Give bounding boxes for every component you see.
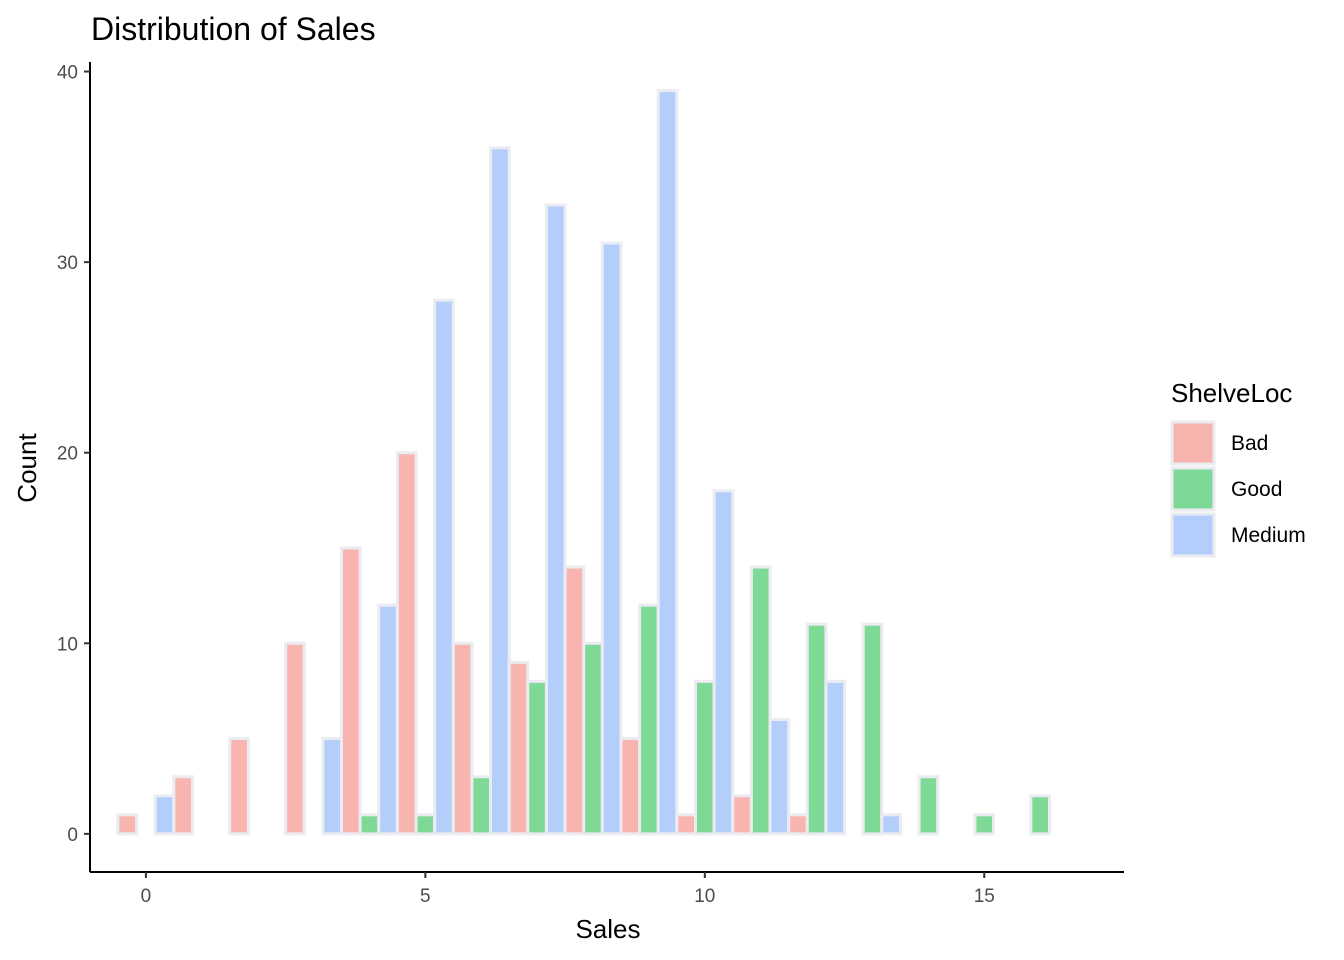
bar-good-9 xyxy=(638,603,660,836)
bars-group xyxy=(116,89,1051,836)
legend-key-good xyxy=(1170,466,1216,512)
bar-bad-10 xyxy=(675,813,697,836)
bar-good-16 xyxy=(1029,794,1051,836)
bar-good-6 xyxy=(470,775,493,836)
legend-key-medium xyxy=(1170,512,1216,558)
bar-good-7 xyxy=(526,679,548,836)
y-tick-label-30: 30 xyxy=(57,253,78,274)
bar-bad-4 xyxy=(340,546,362,836)
bar-bad-1 xyxy=(172,775,194,836)
bar-bad-5 xyxy=(395,451,418,836)
bar-good-5 xyxy=(414,813,437,836)
chart-title: Distribution of Sales xyxy=(91,11,376,47)
bar-bad-12 xyxy=(787,813,809,836)
bar-good-8 xyxy=(582,641,604,836)
bar-bad-8 xyxy=(563,565,586,836)
bar-medium-8 xyxy=(600,241,623,836)
bar-medium-10 xyxy=(712,489,735,836)
bar-medium-0 xyxy=(153,794,176,836)
bar-medium-9 xyxy=(656,89,679,836)
bar-good-15 xyxy=(973,813,996,836)
y-tick-label-40: 40 xyxy=(57,63,78,84)
bar-medium-4 xyxy=(377,603,399,836)
x-tick-label-15: 15 xyxy=(974,886,995,907)
legend-key-bad xyxy=(1170,420,1216,466)
bar-bad-6 xyxy=(451,641,474,836)
bar-medium-5 xyxy=(433,298,455,836)
legend-title: ShelveLoc xyxy=(1171,378,1292,408)
bar-medium-7 xyxy=(544,203,567,836)
bar-good-4 xyxy=(358,813,381,836)
y-axis-title: Count xyxy=(12,433,42,503)
bar-good-12 xyxy=(805,622,828,836)
legend-label-bad: Bad xyxy=(1231,432,1268,455)
bar-good-11 xyxy=(749,565,772,836)
y-tick-label-10: 10 xyxy=(57,634,78,655)
bar-bad-2 xyxy=(228,737,250,836)
bar-medium-13 xyxy=(880,813,902,836)
bar-bad-9 xyxy=(619,737,642,836)
x-tick-label-5: 5 xyxy=(420,886,431,907)
axes-group: 0 10 20 30 40 0 5 10 15 xyxy=(57,62,1124,907)
y-tick-label-20: 20 xyxy=(57,444,78,465)
bar-medium-12 xyxy=(824,679,847,836)
x-tick-label-10: 10 xyxy=(694,886,715,907)
bar-bad-0 xyxy=(116,813,139,836)
bar-medium-6 xyxy=(489,146,511,836)
bar-medium-11 xyxy=(768,718,791,836)
y-tick-label-0: 0 xyxy=(67,825,78,846)
legend-label-medium: Medium xyxy=(1231,524,1306,547)
bar-good-14 xyxy=(917,775,940,836)
legend: ShelveLoc Bad Good Medium xyxy=(1170,378,1306,558)
x-axis-title: Sales xyxy=(575,914,640,944)
bar-bad-3 xyxy=(284,641,306,836)
bar-bad-11 xyxy=(731,794,753,836)
bar-bad-7 xyxy=(507,660,530,836)
bar-good-13 xyxy=(861,622,884,836)
bar-medium-3 xyxy=(321,737,344,836)
x-tick-label-0: 0 xyxy=(141,886,152,907)
legend-label-good: Good xyxy=(1231,478,1282,501)
bar-good-10 xyxy=(694,679,716,836)
